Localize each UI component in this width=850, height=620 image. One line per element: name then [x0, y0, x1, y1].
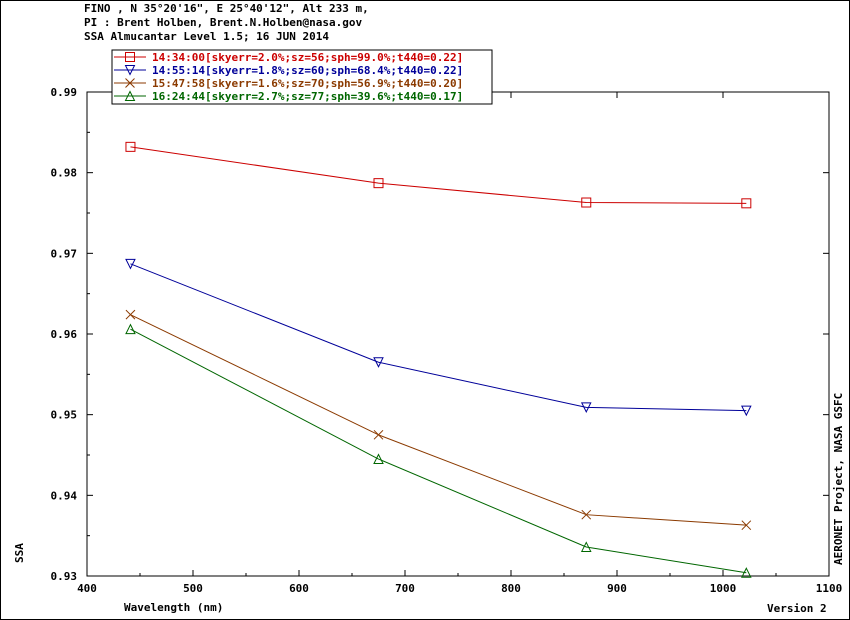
data-point-s3: [581, 509, 592, 520]
x-axis-label: Wavelength (nm): [124, 601, 223, 614]
series-line-4: [130, 328, 747, 574]
legend-marker-4: [124, 90, 136, 101]
data-point-s1: [741, 198, 752, 209]
data-point-s3: [125, 309, 136, 320]
x-tick-label: 400: [77, 582, 97, 595]
x-tick-label: 600: [289, 582, 309, 595]
y-tick-label: 0.94: [51, 489, 78, 502]
data-point-s4: [125, 323, 136, 335]
y-tick-label: 0.98: [51, 167, 78, 180]
x-tick-label: 700: [395, 582, 415, 595]
legend-box: [111, 49, 493, 105]
y-tick-label: 0.93: [51, 570, 78, 583]
legend-label-2: 14:55:14[skyerr=1.8%;sz=60;sph=68.4%;t44…: [152, 64, 463, 77]
plot-area: [86, 91, 830, 577]
x-tick-label: 1100: [816, 582, 843, 595]
header-site-line: FINO , N 35°20'16", E 25°40'12", Alt 233…: [84, 2, 369, 15]
data-point-s3: [373, 429, 384, 440]
x-tick-label: 900: [607, 582, 627, 595]
legend-marker-1: [125, 52, 135, 62]
header-pi-line: PI : Brent Holben, Brent.N.Holben@nasa.g…: [84, 16, 363, 29]
data-point-s4: [580, 541, 592, 552]
y-tick-label: 0.95: [51, 409, 78, 422]
series-line-3: [130, 314, 747, 526]
data-point-s3: [741, 520, 752, 531]
y-axis-label: SSA: [13, 543, 26, 563]
y-tick-label: 0.99: [51, 86, 78, 99]
legend-label-4: 16:24:44[skyerr=2.7%;sz=77;sph=39.6%;t44…: [152, 90, 463, 103]
y-tick-label: 0.97: [51, 247, 78, 260]
x-tick-label: 500: [183, 582, 203, 595]
series-line-1: [130, 146, 747, 204]
data-point-s1: [373, 178, 384, 189]
data-point-s2: [125, 258, 136, 270]
data-point-s4: [373, 453, 384, 465]
data-point-s1: [581, 197, 592, 208]
data-point-s2: [373, 357, 384, 368]
x-tick-label: 1000: [710, 582, 737, 595]
data-point-s2: [580, 402, 592, 414]
legend-marker-2: [124, 65, 136, 76]
header-product-line: SSA Almucantar Level 1.5; 16 JUN 2014: [84, 30, 330, 43]
legend-label-1: 14:34:00[skyerr=2.0%;sz=56;sph=99.0%;t44…: [152, 51, 463, 64]
legend-label-3: 15:47:58[skyerr=1.6%;sz=70;sph=56.9%;t44…: [152, 77, 463, 90]
side-credit-label: AERONET Project, NASA GSFC: [832, 393, 845, 565]
data-point-s1: [125, 141, 136, 152]
x-tick-label: 800: [501, 582, 521, 595]
series-line-2: [130, 263, 747, 412]
legend-marker-3: [125, 78, 135, 88]
version-label: Version 2: [767, 602, 827, 615]
data-point-s4: [741, 567, 752, 578]
data-point-s2: [741, 405, 752, 417]
y-tick-label: 0.96: [51, 328, 78, 341]
